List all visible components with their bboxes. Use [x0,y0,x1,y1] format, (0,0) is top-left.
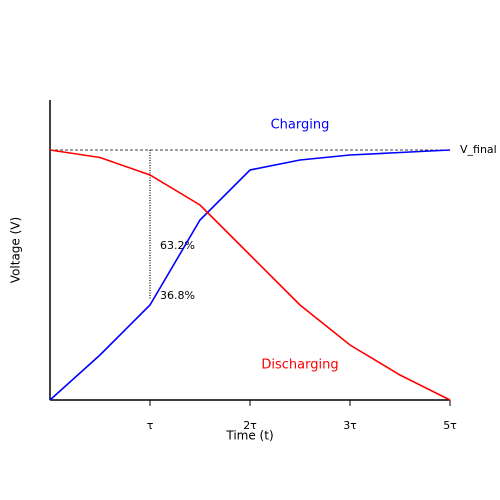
series-label: Discharging [261,358,338,373]
x-axis-label: Time (t) [225,429,273,443]
series-line [49,149,451,401]
annotation: 36.8% [160,289,195,302]
y-axis-label: Voltage (V) [9,217,23,283]
series-label: Charging [271,118,330,133]
annotation: 63.2% [160,239,195,252]
x-tick-label: 3τ [343,419,357,432]
x-tick-label: 2τ [243,419,257,432]
x-tick-label: τ [147,419,154,432]
series-line [49,149,451,401]
x-tick-label: 5τ [443,419,457,432]
reference-label: V_final [460,143,497,156]
